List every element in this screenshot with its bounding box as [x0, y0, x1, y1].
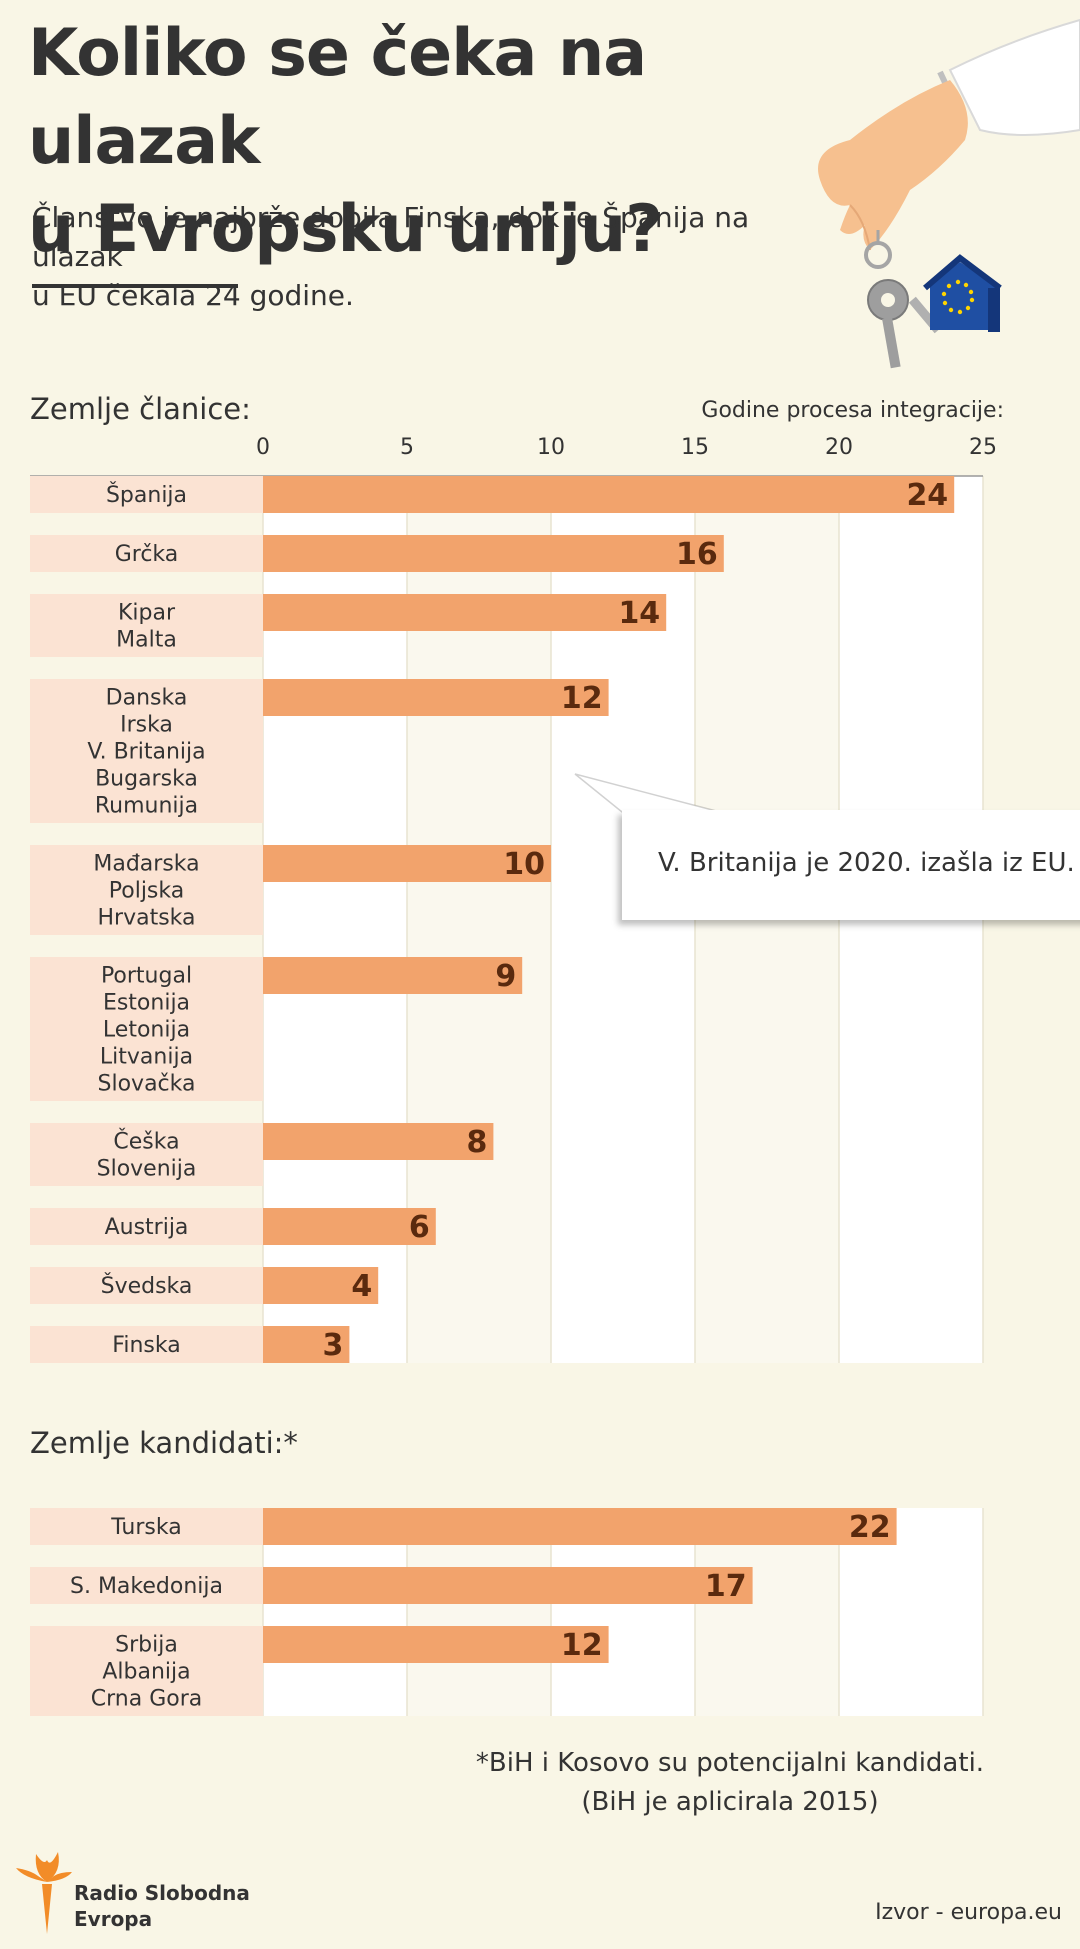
category-label-box — [30, 535, 263, 572]
bar-value-label: 9 — [495, 959, 516, 994]
bar — [263, 957, 523, 994]
members-section-label: Zemlje članice: — [30, 392, 251, 426]
rse-torch-logo-icon — [16, 1852, 72, 1934]
category-label: Austrija — [105, 1215, 189, 1240]
bar — [263, 535, 724, 572]
category-label: Španija — [106, 482, 187, 508]
bar-value-label: 10 — [503, 847, 545, 882]
category-label: Estonija — [103, 991, 190, 1016]
bar — [263, 845, 551, 882]
bar-value-label: 12 — [561, 681, 603, 716]
category-label: Bugarska — [95, 767, 198, 792]
footnote-line-2: (BiH je aplicirala 2015) — [581, 1787, 879, 1817]
bar-value-label: 14 — [618, 596, 660, 631]
bar-value-label: 22 — [849, 1510, 891, 1545]
bar-value-label: 6 — [409, 1210, 430, 1245]
footnote-line-1: *BiH i Kosovo su potencijalni kandidati. — [475, 1748, 985, 1778]
title-line-2: u Evropsku uniju? — [28, 192, 663, 267]
title-line-1: Koliko se čeka na ulazak — [28, 16, 647, 179]
bar — [263, 1326, 350, 1363]
category-label: Poljska — [109, 879, 184, 904]
category-label: Srbija — [115, 1633, 178, 1658]
category-label: Kipar — [118, 601, 176, 626]
category-label: Finska — [112, 1333, 180, 1358]
candidates-section-label: Zemlje kandidati:* — [30, 1426, 298, 1460]
subtitle: Članstvo je najbrže dobila Finska, dok j… — [32, 198, 792, 315]
category-label-box — [30, 1208, 263, 1245]
bar-value-label: 8 — [467, 1125, 488, 1160]
logo-line-1: Radio Slobodna — [74, 1881, 250, 1905]
x-tick-label: 20 — [825, 435, 853, 460]
category-label: Rumunija — [95, 794, 198, 819]
bar — [263, 679, 609, 716]
bar-value-label: 16 — [676, 537, 718, 572]
category-label: Mađarska — [93, 852, 199, 877]
category-label: Crna Gora — [91, 1687, 202, 1712]
category-label: Slovenija — [97, 1157, 197, 1182]
x-tick-label: 10 — [537, 435, 565, 460]
bar — [263, 1267, 379, 1304]
category-label-box — [30, 845, 263, 935]
bar — [263, 1626, 609, 1663]
category-label-box — [30, 1326, 263, 1363]
bar — [263, 1123, 494, 1160]
bar-value-label: 3 — [323, 1328, 344, 1363]
subtitle-line-1: Članstvo je najbrže dobila Finska, dok j… — [32, 201, 750, 273]
category-label: Litvanija — [100, 1045, 193, 1070]
x-tick-label: 5 — [400, 435, 414, 460]
category-label-box — [30, 679, 263, 823]
footnote: *BiH i Kosovo su potencijalni kandidati.… — [440, 1744, 1020, 1822]
category-label-box — [30, 1267, 263, 1304]
category-label: Slovačka — [98, 1072, 196, 1097]
category-label: Turska — [110, 1515, 181, 1540]
bar — [263, 1508, 897, 1545]
category-label: Malta — [116, 628, 177, 653]
category-label-box — [30, 1123, 263, 1186]
x-tick-label: 0 — [256, 435, 270, 460]
bar-value-label: 12 — [561, 1628, 603, 1663]
callout-box: V. Britanija je 2020. izašla iz EU. — [622, 810, 1080, 920]
bar — [263, 594, 667, 631]
category-label-box — [30, 1508, 263, 1545]
source-credit: Izvor - europa.eu — [875, 1900, 1062, 1925]
bar — [263, 476, 955, 513]
category-label: V. Britanija — [87, 740, 205, 765]
callout-text: V. Britanija je 2020. izašla iz EU. — [658, 848, 1075, 878]
category-label: S. Makedonija — [70, 1574, 223, 1599]
logo-line-2: Evropa — [74, 1907, 153, 1931]
category-label: Hrvatska — [97, 906, 195, 931]
category-label: Albanija — [102, 1660, 190, 1685]
logo-text: Radio Slobodna Evropa — [74, 1880, 250, 1932]
category-label: Grčka — [115, 542, 179, 567]
hand-holding-keys-eu-keychain-icon — [818, 18, 1080, 369]
category-label-box — [30, 957, 263, 1101]
category-label-box — [30, 1626, 263, 1716]
category-label: Češka — [113, 1129, 179, 1155]
axis-title: Godine procesa integracije: — [701, 398, 1004, 423]
bar-value-label: 17 — [705, 1569, 747, 1604]
category-label: Švedska — [101, 1273, 193, 1299]
category-label-box — [30, 594, 263, 657]
category-label-box — [30, 476, 263, 513]
bar-value-label: 4 — [351, 1269, 372, 1304]
category-label: Letonija — [103, 1018, 190, 1043]
category-label: Irska — [120, 713, 173, 738]
category-label-box — [30, 1567, 263, 1604]
page-title: Koliko se čeka na ulazak u Evropsku unij… — [28, 10, 868, 274]
bar — [263, 1208, 436, 1245]
bar-value-label: 24 — [906, 478, 948, 513]
bar — [263, 1567, 753, 1604]
x-tick-label: 25 — [969, 435, 997, 460]
category-label: Danska — [106, 686, 188, 711]
subtitle-underline — [32, 284, 238, 288]
category-label: Portugal — [101, 964, 192, 989]
x-tick-label: 15 — [681, 435, 709, 460]
